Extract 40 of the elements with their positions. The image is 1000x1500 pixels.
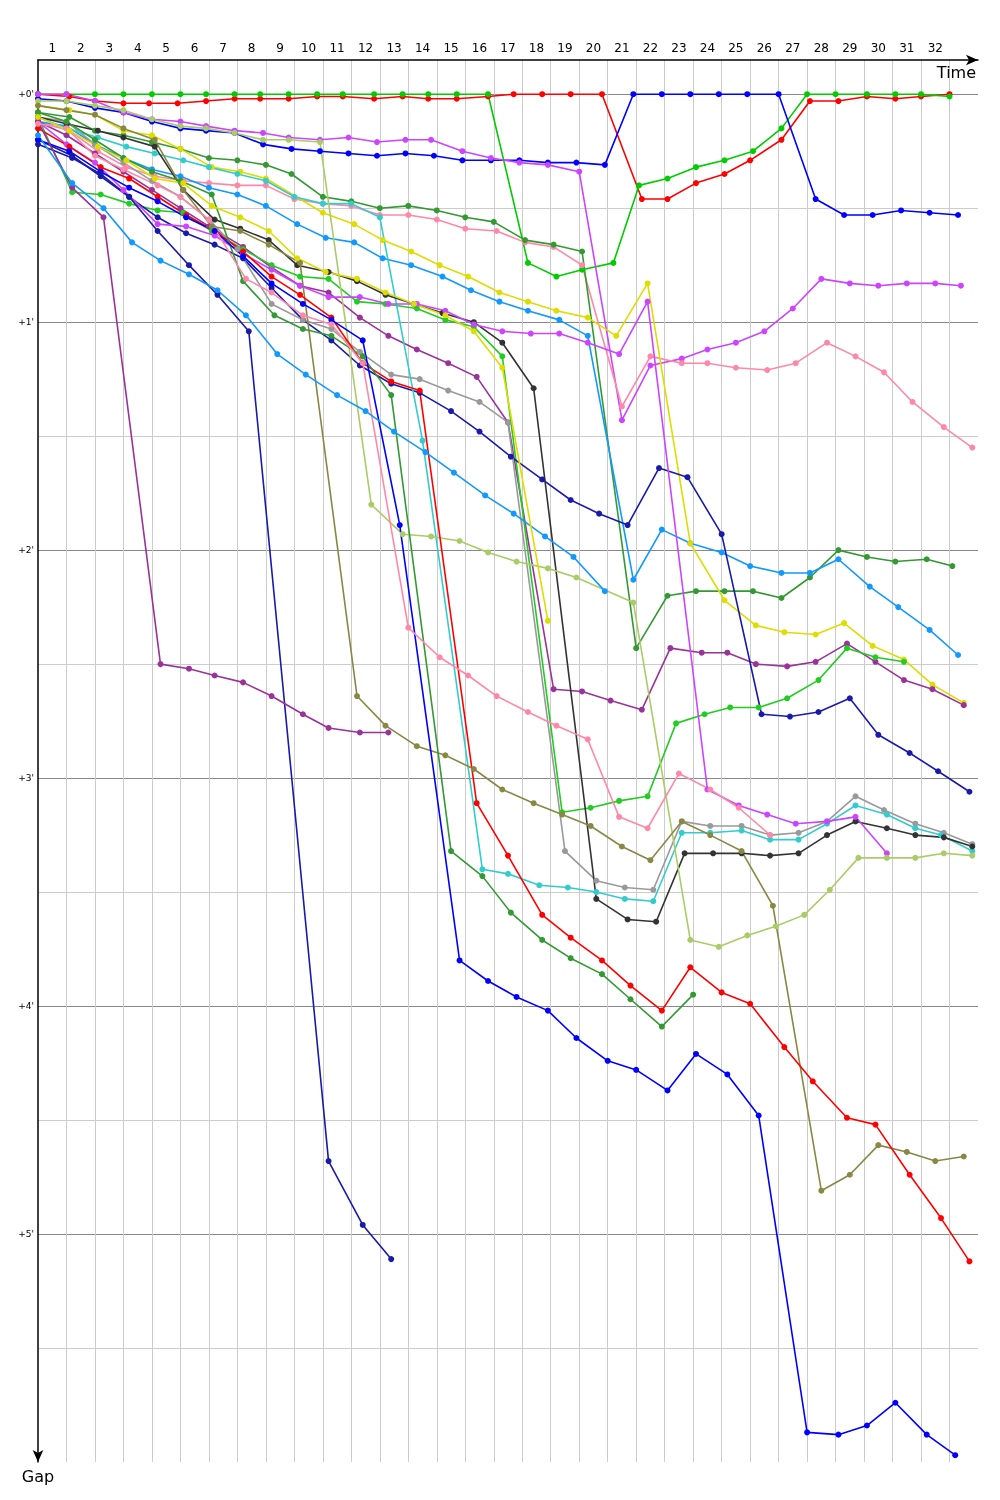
x-tick-label: 30	[870, 41, 886, 55]
x-tick-label: 15	[443, 41, 459, 55]
y-tick-label: +3'	[18, 773, 34, 784]
x-tick-label: 6	[190, 41, 199, 55]
x-tick-label: 32	[927, 41, 943, 55]
x-tick-label: 24	[699, 41, 716, 55]
x-tick-label: 28	[813, 41, 829, 55]
x-tick-label: 14	[414, 41, 431, 55]
x-tick-label: 12	[357, 41, 374, 55]
x-tick-label: 25	[728, 41, 744, 55]
x-tick-label: 21	[614, 41, 630, 55]
x-tick-label: 3	[105, 41, 114, 55]
x-tick-label: 7	[219, 41, 227, 55]
x-tick-label: 5	[162, 41, 170, 55]
y-axis-title: Gap	[21, 1466, 55, 1486]
x-tick-label: 19	[557, 41, 573, 55]
x-tick-label: 1	[48, 41, 57, 55]
x-tick-label: 17	[500, 41, 516, 55]
y-tick-label: +2'	[18, 545, 34, 556]
x-tick-label: 2	[76, 41, 85, 55]
y-tick-label: +1'	[18, 317, 34, 328]
x-tick-label: 29	[842, 41, 858, 55]
x-axis-title: Time	[935, 62, 976, 82]
x-tick-label: 4	[133, 41, 142, 55]
y-tick-label: +4'	[18, 1001, 34, 1012]
y-tick-label: +5'	[18, 1229, 34, 1240]
x-tick-label: 11	[329, 41, 345, 55]
x-tick-label: 23	[671, 41, 687, 55]
x-tick-label: 31	[899, 41, 915, 55]
x-tick-label: 27	[785, 41, 801, 55]
x-tick-label: 13	[386, 41, 402, 55]
x-tick-label: 22	[642, 41, 659, 55]
x-tick-label: 20	[585, 41, 602, 55]
x-tick-label: 16	[471, 41, 488, 55]
x-tick-label: 9	[276, 41, 284, 55]
x-tick-label: 18	[528, 41, 545, 55]
x-tick-label: 8	[247, 41, 256, 55]
x-tick-label: 26	[756, 41, 772, 55]
y-tick-label: +0'	[18, 89, 34, 100]
x-tick-label: 10	[300, 41, 317, 55]
